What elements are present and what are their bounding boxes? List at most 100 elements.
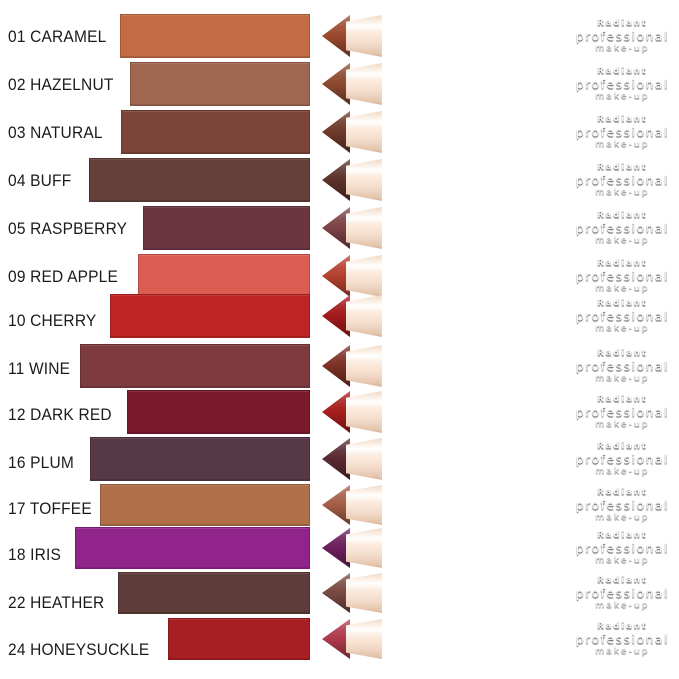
brand-line-professional: professional	[575, 76, 669, 91]
lip-liner-pencil-iris: Radiant professional make-up	[322, 528, 679, 568]
brand-name: Radiant	[597, 162, 648, 173]
brand-name: Radiant	[597, 441, 648, 452]
brand-line-makeup: make-up	[595, 322, 650, 333]
pencil-barrel: Radiant professional make-up	[380, 63, 679, 105]
pencil-barrel: Radiant professional make-up	[380, 391, 679, 433]
pencil-lead-plum	[322, 438, 350, 480]
pencil-lead-wine	[322, 345, 350, 387]
color-swatch-red-apple	[138, 254, 310, 298]
brand-line-makeup: make-up	[595, 186, 650, 197]
lip-liner-pencil-caramel: Radiant professional make-up	[322, 15, 679, 57]
shade-label-buff: 04 BUFF	[8, 172, 72, 190]
brand-line-makeup: make-up	[595, 465, 650, 476]
pencil-brand-text: Radiant professional make-up	[576, 67, 669, 101]
brand-line-professional: professional	[575, 451, 669, 466]
brand-name: Radiant	[597, 487, 648, 498]
pencil-barrel: Radiant professional make-up	[380, 345, 679, 387]
pencil-lead-red-apple	[322, 255, 350, 297]
pencil-tip	[322, 485, 350, 525]
pencil-brand-text: Radiant professional make-up	[576, 115, 669, 149]
pencil-barrel: Radiant professional make-up	[380, 111, 679, 153]
brand-name: Radiant	[597, 621, 648, 632]
color-swatch-plum	[90, 437, 310, 481]
brand-name: Radiant	[597, 258, 648, 269]
brand-name: Radiant	[597, 298, 648, 309]
shade-label-dark-red: 12 DARK RED	[8, 406, 112, 424]
brand-line-makeup: make-up	[595, 511, 650, 522]
brand-line-professional: professional	[575, 540, 669, 555]
pencil-barrel: Radiant professional make-up	[380, 438, 679, 480]
pencil-barrel: Radiant professional make-up	[380, 159, 679, 201]
pencil-wood-cone	[346, 255, 382, 297]
shade-label-plum: 16 PLUM	[8, 454, 74, 472]
color-swatch-heather	[118, 572, 310, 614]
brand-name: Radiant	[597, 114, 648, 125]
pencil-brand-text: Radiant professional make-up	[576, 163, 669, 197]
lip-liner-pencil-honeysuckle: Radiant professional make-up	[322, 619, 679, 659]
pencil-wood-cone	[346, 528, 382, 568]
shade-label-red-apple: 09 RED APPLE	[8, 268, 119, 286]
pencil-barrel: Radiant professional make-up	[380, 619, 679, 659]
pencil-lead-buff	[322, 159, 350, 201]
color-swatch-dark-red	[127, 390, 310, 434]
shade-label-natural: 03 NATURAL	[8, 124, 103, 142]
pencil-tip	[322, 295, 350, 337]
pencil-wood-cone	[346, 111, 382, 153]
brand-line-makeup: make-up	[595, 554, 650, 565]
lip-liner-pencil-red-apple: Radiant professional make-up	[322, 255, 679, 297]
shade-label-hazelnut: 02 HAZELNUT	[8, 76, 114, 94]
brand-line-makeup: make-up	[595, 599, 650, 610]
lip-liner-pencil-dark-red: Radiant professional make-up	[322, 391, 679, 433]
brand-name: Radiant	[597, 575, 648, 586]
pencil-tip	[322, 391, 350, 433]
brand-name: Radiant	[597, 18, 648, 29]
brand-line-makeup: make-up	[595, 234, 650, 245]
pencil-wood-cone	[346, 295, 382, 337]
shade-label-cherry: 10 CHERRY	[8, 312, 97, 330]
pencil-wood-cone	[346, 159, 382, 201]
pencil-tip	[322, 438, 350, 480]
pencil-brand-text: Radiant professional make-up	[576, 622, 669, 656]
pencil-tip	[322, 573, 350, 613]
pencil-tip	[322, 159, 350, 201]
pencil-lead-raspberry	[322, 207, 350, 249]
brand-line-makeup: make-up	[595, 90, 650, 101]
pencil-tip	[322, 345, 350, 387]
brand-name: Radiant	[597, 530, 648, 541]
brand-line-professional: professional	[575, 172, 669, 187]
pencil-wood-cone	[346, 391, 382, 433]
brand-line-makeup: make-up	[595, 282, 650, 293]
pencil-tip	[322, 255, 350, 297]
pencil-wood-cone	[346, 619, 382, 659]
color-swatch-hazelnut	[130, 62, 310, 106]
color-swatch-iris	[75, 527, 310, 569]
pencil-barrel: Radiant professional make-up	[380, 255, 679, 297]
brand-line-professional: professional	[575, 268, 669, 283]
pencil-tip	[322, 528, 350, 568]
pencil-brand-text: Radiant professional make-up	[576, 19, 669, 53]
pencil-lead-cherry	[322, 295, 350, 337]
color-swatch-buff	[89, 158, 310, 202]
brand-line-makeup: make-up	[595, 418, 650, 429]
pencil-brand-text: Radiant professional make-up	[576, 442, 669, 476]
brand-line-professional: professional	[575, 585, 669, 600]
pencil-barrel: Radiant professional make-up	[380, 15, 679, 57]
pencil-barrel: Radiant professional make-up	[380, 573, 679, 613]
pencil-tip	[322, 63, 350, 105]
pencil-barrel: Radiant professional make-up	[380, 528, 679, 568]
pencil-lead-toffee	[322, 485, 350, 525]
color-swatch-natural	[121, 110, 310, 154]
lip-liner-pencil-natural: Radiant professional make-up	[322, 111, 679, 153]
pencil-brand-text: Radiant professional make-up	[576, 531, 669, 565]
pencil-tip	[322, 15, 350, 57]
brand-name: Radiant	[597, 66, 648, 77]
pencil-brand-text: Radiant professional make-up	[576, 259, 669, 293]
lip-liner-pencil-hazelnut: Radiant professional make-up	[322, 63, 679, 105]
shade-label-raspberry: 05 RASPBERRY	[8, 220, 128, 238]
brand-line-professional: professional	[575, 404, 669, 419]
color-swatch-honeysuckle	[168, 618, 310, 660]
brand-line-professional: professional	[575, 220, 669, 235]
pencil-brand-text: Radiant professional make-up	[576, 576, 669, 610]
pencil-lead-heather	[322, 573, 350, 613]
